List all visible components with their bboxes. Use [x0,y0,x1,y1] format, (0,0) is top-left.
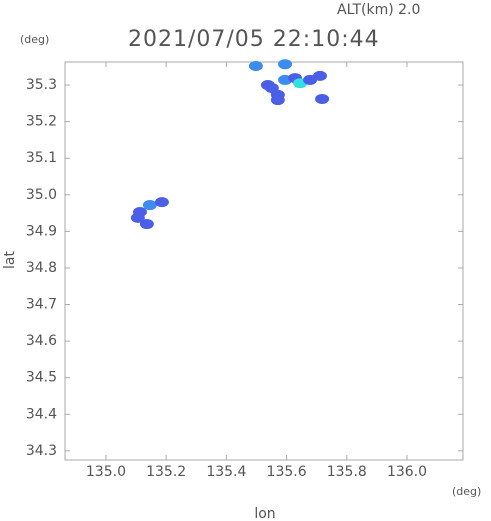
y-tick-label: 34.5 [26,370,57,386]
y-axis-label: lat [2,251,18,269]
y-tick-label: 35.1 [26,150,57,166]
x-tick-label: 136.0 [387,464,427,480]
x-tick-label: 135.4 [206,464,246,480]
y-tick-label: 34.7 [26,297,57,313]
echo [248,61,263,72]
echo [312,70,327,81]
echo [130,212,145,223]
y-unit: (deg) [20,33,49,46]
x-unit: (deg) [452,485,481,498]
y-tick-label: 34.3 [26,443,57,459]
x-tick-label: 135.8 [327,464,367,480]
echo [260,80,275,91]
echo [278,59,293,70]
x-tick-label: 135.0 [86,464,126,480]
y-tick-label: 35.2 [26,114,57,130]
x-tick-label: 135.6 [267,464,307,480]
x-tick-label: 135.2 [146,464,186,480]
y-tick-label: 35.3 [26,77,57,93]
y-tick-label: 35.0 [26,187,57,203]
y-tick-label: 34.4 [26,406,57,422]
altitude-label: ALT(km) 2.0 [337,2,420,18]
x-axis-label: lon [254,506,275,521]
y-tick-label: 34.6 [26,333,57,349]
echo [142,200,157,211]
echo [315,93,330,104]
plot-frame [64,61,464,461]
echo [139,219,154,230]
chart-title: 2021/07/05 22:10:44 [128,27,380,52]
echo [154,197,169,208]
y-tick-label: 34.9 [26,223,57,239]
y-tick-label: 34.8 [26,260,57,276]
echo [270,95,285,106]
